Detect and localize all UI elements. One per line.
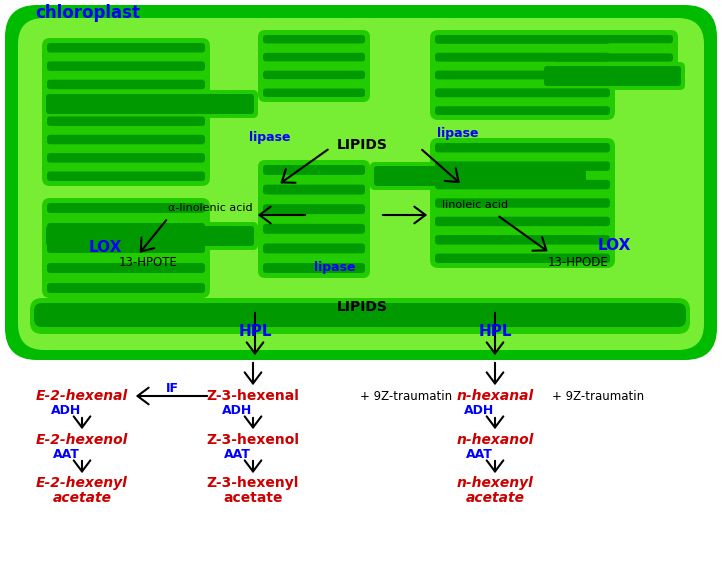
FancyBboxPatch shape [435, 235, 610, 245]
Text: LIPIDS: LIPIDS [336, 300, 388, 314]
FancyBboxPatch shape [435, 53, 610, 61]
FancyBboxPatch shape [258, 30, 370, 102]
FancyBboxPatch shape [34, 303, 686, 327]
FancyBboxPatch shape [47, 135, 205, 144]
FancyBboxPatch shape [435, 106, 610, 115]
FancyBboxPatch shape [47, 172, 205, 181]
Text: chloroplast: chloroplast [35, 4, 141, 22]
FancyBboxPatch shape [540, 62, 685, 90]
FancyBboxPatch shape [47, 263, 205, 273]
FancyBboxPatch shape [263, 185, 365, 194]
FancyBboxPatch shape [544, 66, 681, 86]
Text: 13-HPOTE: 13-HPOTE [118, 257, 178, 269]
FancyBboxPatch shape [435, 217, 610, 226]
Text: HPL: HPL [478, 324, 512, 340]
FancyBboxPatch shape [263, 263, 365, 273]
Text: + 9Z-traumatin: + 9Z-traumatin [552, 390, 644, 403]
Text: Z-3-hexenal: Z-3-hexenal [206, 389, 300, 403]
FancyBboxPatch shape [553, 35, 673, 43]
FancyBboxPatch shape [5, 5, 717, 360]
FancyBboxPatch shape [435, 198, 610, 208]
FancyBboxPatch shape [435, 253, 610, 263]
FancyBboxPatch shape [47, 80, 205, 89]
Text: + 9Z-traumatin: + 9Z-traumatin [360, 390, 452, 403]
Text: n-hexanal: n-hexanal [456, 389, 534, 403]
FancyBboxPatch shape [46, 94, 254, 114]
FancyBboxPatch shape [42, 222, 258, 250]
Text: Z-3-hexenyl: Z-3-hexenyl [206, 476, 299, 490]
Text: acetate: acetate [466, 491, 524, 505]
FancyBboxPatch shape [42, 90, 258, 118]
Text: lipase: lipase [249, 131, 291, 144]
FancyBboxPatch shape [47, 223, 205, 233]
Text: AAT: AAT [53, 448, 79, 461]
Text: AAT: AAT [466, 448, 492, 461]
FancyBboxPatch shape [47, 153, 205, 162]
FancyBboxPatch shape [435, 70, 610, 80]
Text: 13-HPODE: 13-HPODE [547, 256, 609, 269]
FancyBboxPatch shape [553, 53, 673, 61]
FancyBboxPatch shape [46, 226, 254, 246]
Text: E-2-hexenyl: E-2-hexenyl [36, 476, 128, 490]
FancyBboxPatch shape [435, 161, 610, 171]
FancyBboxPatch shape [47, 43, 205, 52]
FancyBboxPatch shape [435, 89, 610, 97]
FancyBboxPatch shape [258, 160, 370, 278]
FancyBboxPatch shape [374, 166, 586, 186]
Text: linoleic acid: linoleic acid [442, 200, 508, 210]
Text: ADH: ADH [464, 403, 494, 416]
FancyBboxPatch shape [435, 143, 610, 152]
FancyBboxPatch shape [18, 18, 704, 350]
Text: ADH: ADH [51, 403, 81, 416]
Text: n-hexanol: n-hexanol [456, 433, 534, 447]
FancyBboxPatch shape [263, 35, 365, 44]
FancyBboxPatch shape [47, 283, 205, 293]
FancyBboxPatch shape [42, 38, 210, 186]
Text: LOX: LOX [88, 240, 122, 256]
Text: LIPIDS: LIPIDS [336, 138, 388, 152]
Text: E-2-hexenal: E-2-hexenal [36, 389, 128, 403]
Text: LOX: LOX [597, 237, 631, 253]
FancyBboxPatch shape [430, 138, 615, 268]
FancyBboxPatch shape [430, 30, 615, 120]
Text: AAT: AAT [224, 448, 251, 461]
FancyBboxPatch shape [263, 224, 365, 234]
FancyBboxPatch shape [553, 72, 673, 80]
Text: acetate: acetate [53, 491, 111, 505]
Text: Z-3-hexenol: Z-3-hexenol [206, 433, 300, 447]
FancyBboxPatch shape [30, 298, 690, 334]
FancyBboxPatch shape [435, 35, 610, 44]
Text: α-linolenic acid: α-linolenic acid [168, 203, 252, 213]
FancyBboxPatch shape [263, 165, 365, 175]
Text: HPL: HPL [238, 324, 271, 340]
FancyBboxPatch shape [47, 116, 205, 126]
FancyBboxPatch shape [263, 89, 365, 97]
FancyBboxPatch shape [263, 204, 365, 214]
FancyBboxPatch shape [47, 61, 205, 71]
FancyBboxPatch shape [435, 180, 610, 189]
Text: ADH: ADH [222, 403, 252, 416]
Text: acetate: acetate [223, 491, 283, 505]
Text: IF: IF [165, 382, 178, 395]
FancyBboxPatch shape [263, 53, 365, 61]
FancyBboxPatch shape [42, 198, 210, 298]
FancyBboxPatch shape [47, 98, 205, 107]
Text: E-2-hexenol: E-2-hexenol [36, 433, 129, 447]
FancyBboxPatch shape [263, 70, 365, 79]
Text: lipase: lipase [314, 261, 356, 274]
FancyBboxPatch shape [47, 243, 205, 253]
FancyBboxPatch shape [263, 244, 365, 253]
FancyBboxPatch shape [47, 203, 205, 213]
Text: lipase: lipase [438, 127, 479, 140]
FancyBboxPatch shape [548, 30, 678, 85]
Text: n-hexenyl: n-hexenyl [456, 476, 534, 490]
FancyBboxPatch shape [370, 162, 590, 190]
